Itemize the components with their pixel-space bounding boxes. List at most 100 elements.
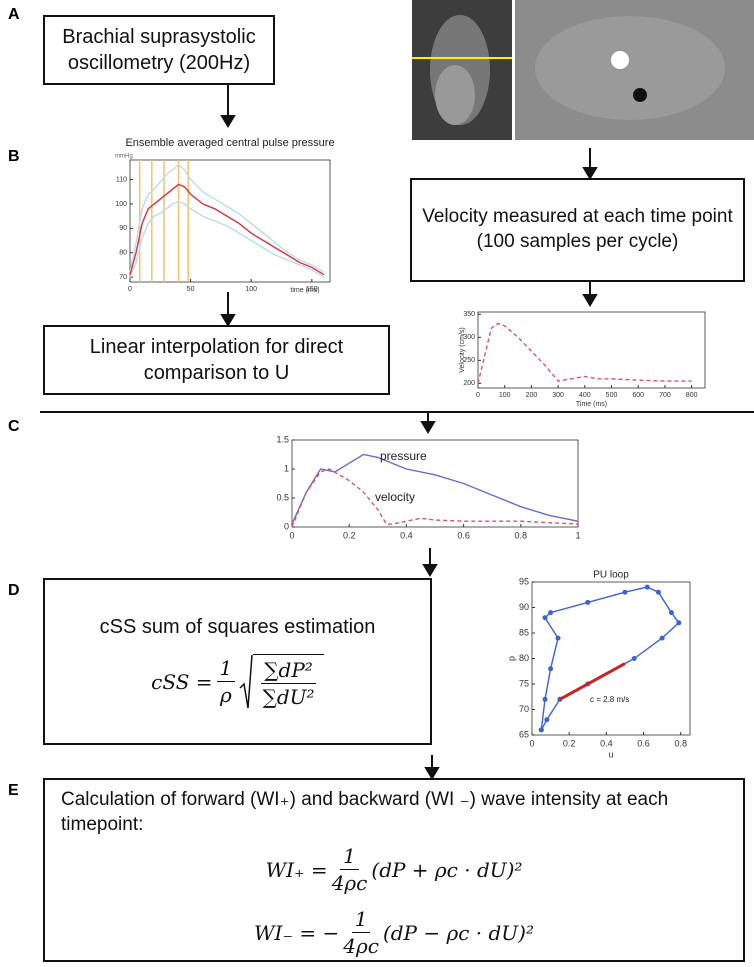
panel-label: E <box>8 782 19 799</box>
x-tick-label: 0.6 <box>457 530 470 540</box>
x-axis-label: time (ms) <box>290 287 319 294</box>
x-tick-label: 600 <box>632 392 644 399</box>
data-point <box>659 635 665 641</box>
data-point <box>585 599 591 605</box>
x-tick-label: 1 <box>575 530 580 540</box>
formula-part: 4ρc <box>331 871 368 896</box>
y-tick-label: 90 <box>119 225 127 232</box>
x-tick-label: 800 <box>686 392 698 399</box>
formula-part: (dP − ρc · dU)² <box>382 920 534 945</box>
data-point <box>555 635 561 641</box>
y-axis-label: mmHg <box>115 154 133 160</box>
y-tick-label: 70 <box>519 704 529 714</box>
data-point <box>548 666 554 672</box>
formula-part: 1 <box>216 655 236 682</box>
data-line <box>129 200 325 278</box>
formula-part: (dP + ρc · dU)² <box>371 857 523 882</box>
formula-part: WI₋ = − <box>254 920 340 945</box>
fraction: 1 4ρc <box>332 843 368 896</box>
y-tick-label: 1 <box>284 463 289 473</box>
chart-title: Ensemble averaged central pulse pressure <box>125 137 334 149</box>
arrows <box>40 85 754 780</box>
x-tick-label: 0.2 <box>343 530 356 540</box>
y-tick-label: 350 <box>463 311 475 318</box>
data-point <box>544 717 550 723</box>
box-text: Calculation of forward (WI₊) and backwar… <box>61 789 669 835</box>
y-tick-label: 95 <box>519 576 529 586</box>
sqrt: ∑dP² ∑dU² <box>239 653 324 710</box>
y-tick-label: 70 <box>119 274 127 281</box>
plot-frame <box>129 159 331 283</box>
x-tick-label: 0.4 <box>400 530 413 540</box>
y-tick-label: 0.5 <box>276 492 289 502</box>
panel-label: B <box>8 148 20 165</box>
y-tick-label: 85 <box>519 627 529 637</box>
data-line <box>291 468 579 528</box>
x-tick-label: 100 <box>499 392 511 399</box>
x-tick-label: 0 <box>529 738 534 748</box>
box-text: Velocity measured at each time point (10… <box>422 206 733 252</box>
box-text: Linear interpolation for direct comparis… <box>89 336 344 384</box>
x-tick-label: 0.8 <box>515 530 528 540</box>
box-text: cSS sum of squares estimation <box>99 615 376 638</box>
formula-part: ρ <box>220 683 232 707</box>
formula-part: 1 <box>340 843 359 871</box>
x-tick-label: 400 <box>579 392 591 399</box>
y-tick-label: 250 <box>463 357 475 364</box>
x-tick-label: 0.2 <box>563 738 576 748</box>
oscillometry-box: Brachial suprasystolic oscillometry (200… <box>43 15 275 85</box>
x-tick-label: 500 <box>606 392 618 399</box>
data-point <box>668 610 674 616</box>
formula-part: 4ρc <box>343 934 379 959</box>
y-tick-label: 75 <box>519 678 529 688</box>
plot-frame <box>477 311 706 389</box>
x-tick-label: 50 <box>187 286 195 293</box>
radical <box>239 654 254 708</box>
y-tick-label: 90 <box>519 602 529 612</box>
velocity-box: Velocity measured at each time point (10… <box>410 178 745 282</box>
formula-part: 1 <box>351 906 371 934</box>
x-axis-label: u <box>608 749 613 759</box>
x-tick-label: 0.8 <box>674 738 687 748</box>
mri-image <box>412 0 754 140</box>
data-point <box>644 584 650 590</box>
x-tick-label: 0 <box>289 530 294 540</box>
chart-title: PU loop <box>593 570 629 581</box>
y-tick-label: 1.5 <box>276 434 289 444</box>
data-point <box>655 589 661 595</box>
data-line <box>291 453 579 525</box>
x-tick-label: 0 <box>128 286 132 293</box>
interpolation-box: Linear interpolation for direct comparis… <box>43 325 390 395</box>
panel-label: C <box>8 418 20 435</box>
formula-part: ∑dU² <box>262 684 315 709</box>
x-tick-label: 200 <box>526 392 538 399</box>
data-line <box>129 183 325 276</box>
data-point <box>538 727 544 733</box>
data-point <box>622 589 628 595</box>
fraction: 1 4ρc <box>343 906 379 959</box>
y-tick-label: 65 <box>519 729 529 739</box>
y-tick-label: 200 <box>463 380 475 387</box>
x-axis-label: Time (ms) <box>576 401 607 408</box>
x-tick-label: 0 <box>476 392 480 399</box>
y-tick-label: 80 <box>519 653 529 663</box>
data-point <box>542 696 548 702</box>
data-point <box>542 615 548 621</box>
data-point <box>548 610 554 616</box>
box-text: Brachial suprasystolic oscillometry (200… <box>62 26 256 74</box>
x-tick-label: 0.6 <box>637 738 650 748</box>
x-tick-label: 150 <box>306 286 318 293</box>
y-axis-label: p <box>506 656 516 661</box>
annotation: pressure <box>380 449 427 463</box>
y-tick-label: 110 <box>116 176 127 183</box>
annotation: velocity <box>375 490 415 504</box>
wi-plus-formula: WI₊ = 1 4ρc (dP + ρc · dU)² <box>61 843 727 896</box>
y-axis-label: Velocity (cm/s) <box>459 327 466 373</box>
y-tick-label: 100 <box>115 201 127 208</box>
plot-frame <box>291 439 579 528</box>
wi-box: Calculation of forward (WI₊) and backwar… <box>43 778 745 962</box>
